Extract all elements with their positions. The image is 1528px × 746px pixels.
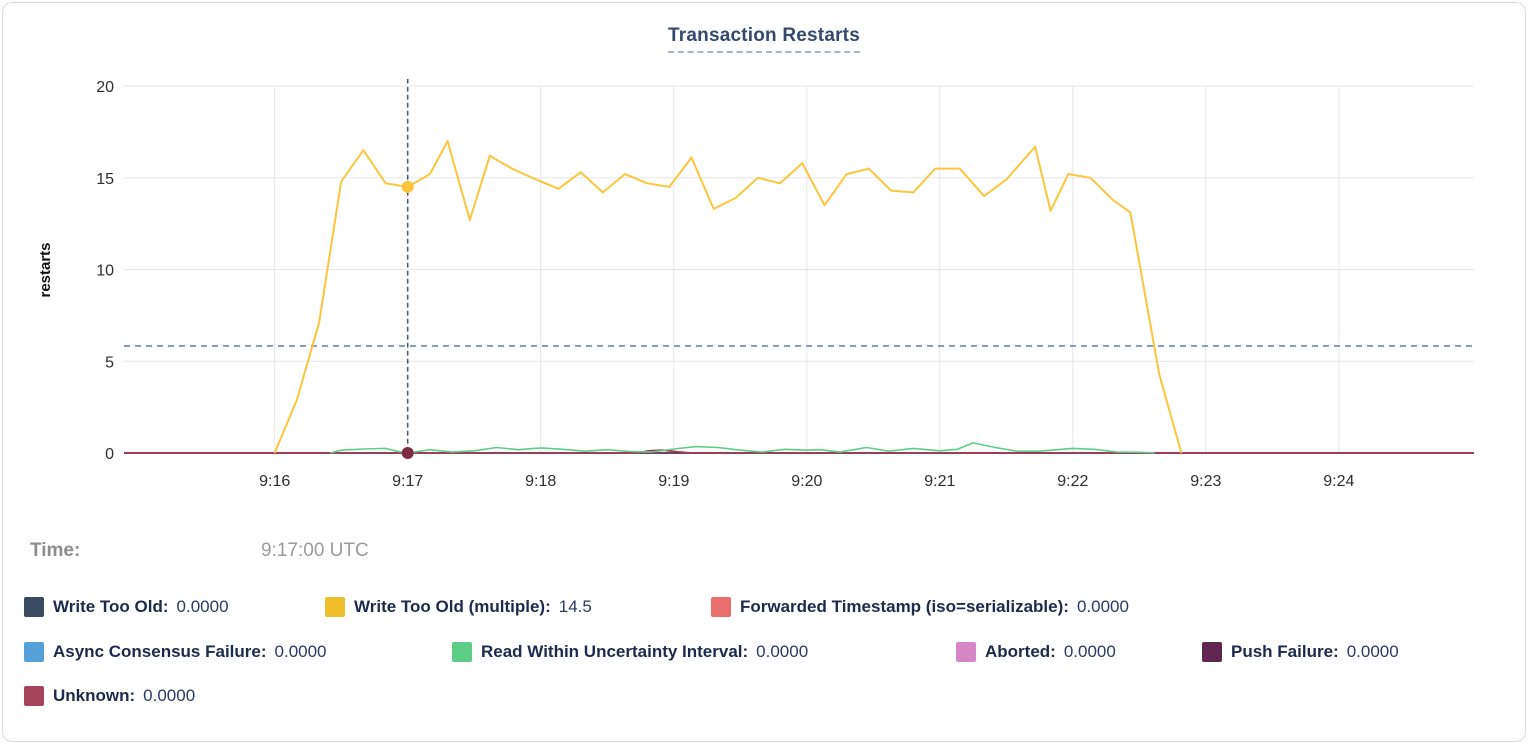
svg-text:restarts: restarts bbox=[37, 242, 54, 297]
legend-swatch-icon bbox=[956, 642, 976, 662]
legend-label: Forwarded Timestamp (iso=serializable): bbox=[740, 597, 1069, 616]
svg-text:20: 20 bbox=[96, 79, 114, 96]
legend-item-write-too-old[interactable]: Write Too Old: 0.0000 bbox=[24, 595, 229, 619]
svg-text:9:24: 9:24 bbox=[1323, 473, 1354, 490]
legend-row: Unknown: 0.0000 bbox=[3, 684, 1525, 708]
svg-text:15: 15 bbox=[96, 171, 114, 188]
legend-label: Push Failure: bbox=[1231, 642, 1339, 661]
svg-text:9:19: 9:19 bbox=[658, 473, 689, 490]
legend-value: 0.0000 bbox=[274, 642, 327, 661]
legend-label: Write Too Old: bbox=[53, 597, 169, 616]
legend-swatch-icon bbox=[1202, 642, 1222, 662]
svg-text:9:17: 9:17 bbox=[392, 473, 423, 490]
legend-item-read-within-uncertainty-interval[interactable]: Read Within Uncertainty Interval: 0.0000 bbox=[452, 640, 808, 664]
svg-text:9:21: 9:21 bbox=[924, 473, 955, 490]
legend-value: 0.0000 bbox=[143, 686, 196, 705]
legend-value: 0.0000 bbox=[756, 642, 809, 661]
legend-label: Read Within Uncertainty Interval: bbox=[481, 642, 749, 661]
legend-value: 0.0000 bbox=[1076, 597, 1129, 616]
legend-item-aborted[interactable]: Aborted: 0.0000 bbox=[956, 640, 1116, 664]
legend-item-forwarded-timestamp-iso-serializable[interactable]: Forwarded Timestamp (iso=serializable): 0… bbox=[711, 595, 1129, 619]
legend-item-write-too-old-multiple[interactable]: Write Too Old (multiple): 14.5 bbox=[325, 595, 592, 619]
legend-label: Aborted: bbox=[985, 642, 1056, 661]
legend-label: Unknown: bbox=[53, 686, 136, 705]
legend-value: 0.0000 bbox=[176, 597, 229, 616]
hover-time-value: 9:17:00 UTC bbox=[261, 540, 369, 561]
svg-text:10: 10 bbox=[96, 263, 114, 280]
legend-swatch-icon bbox=[24, 686, 44, 706]
legend-swatch-icon bbox=[325, 597, 345, 617]
chart-header: Transaction Restarts bbox=[3, 25, 1525, 53]
legend-swatch-icon bbox=[24, 597, 44, 617]
svg-text:0: 0 bbox=[105, 446, 114, 463]
svg-text:9:23: 9:23 bbox=[1190, 473, 1221, 490]
legend-item-push-failure[interactable]: Push Failure: 0.0000 bbox=[1202, 640, 1399, 664]
legend-label: Async Consensus Failure: bbox=[53, 642, 267, 661]
legend-label: Write Too Old (multiple): bbox=[354, 597, 551, 616]
svg-text:9:20: 9:20 bbox=[791, 473, 822, 490]
svg-text:9:18: 9:18 bbox=[525, 473, 556, 490]
legend-swatch-icon bbox=[711, 597, 731, 617]
svg-text:9:22: 9:22 bbox=[1057, 473, 1088, 490]
transaction-restarts-chart[interactable]: 0 5 10 15 20 9:16 9:17 9:18 9:19 9:20 9:21 9:22 9:23… bbox=[3, 3, 1526, 523]
legend-value: 0.0000 bbox=[1063, 642, 1116, 661]
legend-value: 0.0000 bbox=[1346, 642, 1399, 661]
hover-readout: Time: 9:17:00 UTC bbox=[3, 540, 1525, 564]
hover-time-label: Time: bbox=[30, 540, 81, 561]
legend-row: Async Consensus Failure: 0.0000 Read Withi… bbox=[3, 640, 1525, 664]
svg-text:5: 5 bbox=[105, 354, 114, 371]
legend-item-async-consensus-failure[interactable]: Async Consensus Failure: 0.0000 bbox=[24, 640, 327, 664]
legend-row: Write Too Old: 0.0000 Write Too Old (multi… bbox=[3, 595, 1525, 619]
legend-item-unknown[interactable]: Unknown: 0.0000 bbox=[24, 684, 195, 708]
legend-value: 14.5 bbox=[558, 597, 592, 616]
legend-swatch-icon bbox=[452, 642, 472, 662]
legend-swatch-icon bbox=[24, 642, 44, 662]
svg-text:9:16: 9:16 bbox=[259, 473, 290, 490]
chart-title[interactable]: Transaction Restarts bbox=[668, 25, 860, 53]
